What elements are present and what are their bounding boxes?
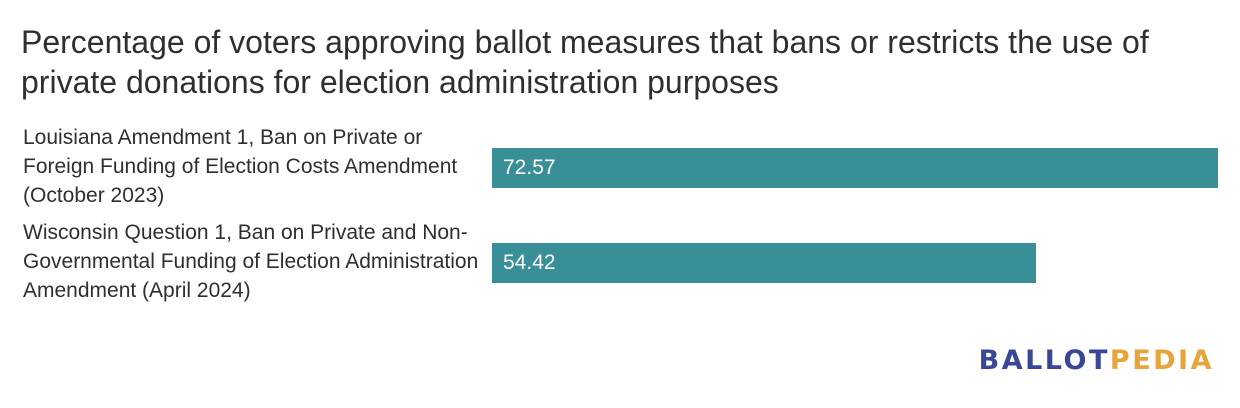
bar-value-label: 54.42 [503, 251, 556, 274]
ballotpedia-logo: BALLOTPEDIA [979, 344, 1214, 378]
bar-track: 72.57 [492, 148, 1218, 188]
bar-track: 54.42 [492, 243, 1218, 283]
bar [492, 148, 1218, 188]
bar-value-label: 72.57 [503, 156, 556, 179]
category-label: Wisconsin Question 1, Ban on Private and… [23, 221, 479, 302]
logo-text-primary: BALLOT [978, 345, 1110, 376]
logo-text-accent: PEDIA [1109, 345, 1214, 376]
bar [492, 243, 1036, 283]
category-label: Louisiana Amendment 1, Ban on Private or… [23, 126, 458, 207]
chart-title: Percentage of voters approving ballot me… [21, 24, 1149, 100]
